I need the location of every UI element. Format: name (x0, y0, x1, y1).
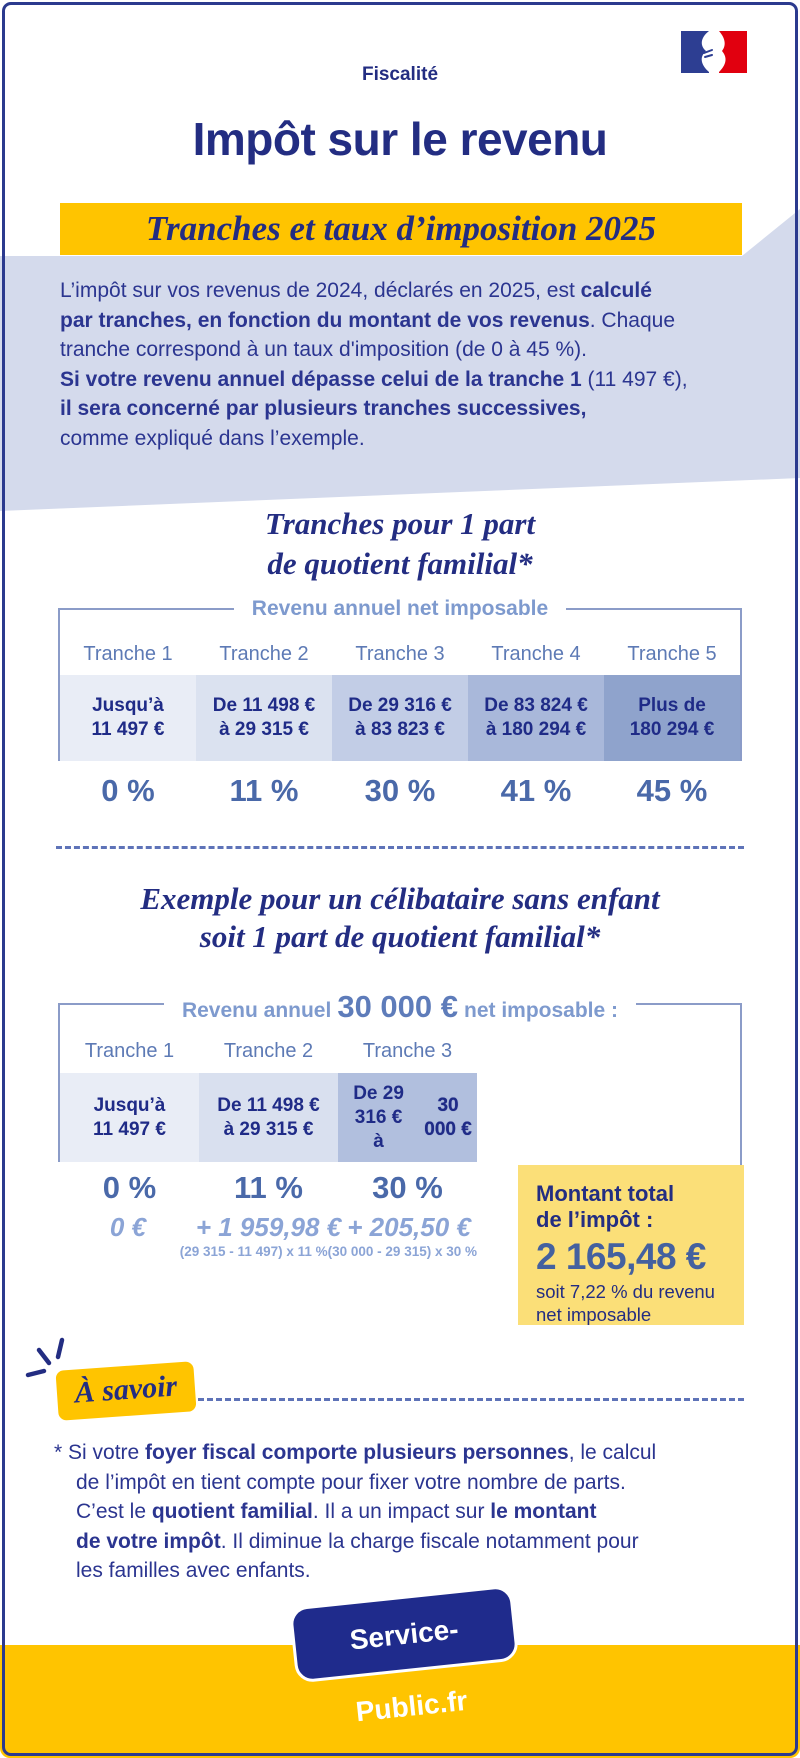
section2-heading-line1: Exemple pour un célibataire sans enfant (140, 881, 660, 916)
french-government-flag-icon (681, 31, 747, 73)
rate-value: 30 % (372, 1170, 443, 1205)
section1-heading-line1: Tranches pour 1 part (264, 506, 536, 541)
range-cell: De 83 824 € à 180 294 € (468, 675, 604, 761)
section2-heading-line2: soit 1 part de quotient familial* (199, 919, 601, 954)
range-cell: Jusqu’à 11 497 € (60, 675, 196, 761)
total-tax-box: Montant total de l’impôt : 2 165,48 € so… (518, 1165, 744, 1325)
amount-value: + 1 959,98 € (195, 1212, 342, 1242)
table2-tranche-labels: Tranche 1 Tranche 2 Tranche 3 (60, 1040, 477, 1063)
range-cell: Jusqu’à 11 497 € (60, 1073, 199, 1162)
rate-value: 0 % (101, 773, 155, 808)
range-cell: Plus de 180 294 € (604, 675, 740, 761)
rate-value: 41 % (500, 773, 572, 808)
tranche-label: Tranche 5 (627, 643, 717, 665)
subtitle-banner: Tranches et taux d’imposition 2025 (60, 203, 742, 255)
table2-amounts: 0 € + 1 959,98 € + 205,50 € (60, 1212, 477, 1243)
range-cell: De 11 498 € à 29 315 € (196, 675, 332, 761)
rate-value: 0 % (102, 1170, 157, 1205)
rate-value: 30 % (364, 773, 436, 808)
range-cell: De 29 316 € à 30 000 € (338, 1073, 477, 1162)
tranche-label: Tranche 1 (84, 1040, 175, 1062)
range-cell: De 11 498 € à 29 315 € (199, 1073, 338, 1162)
intro-paragraph: L’impôt sur vos revenus de 2024, déclaré… (60, 279, 688, 450)
callout-divider (198, 1398, 744, 1401)
total-tax-amount: 2 165,48 € (536, 1236, 706, 1277)
table1-range-cells: Jusqu’à 11 497 € De 11 498 € à 29 315 € … (60, 675, 740, 761)
a-savoir-badge: À savoir (55, 1361, 197, 1421)
section1-heading: Tranches pour 1 part de quotient familia… (0, 504, 800, 584)
category-label: Fiscalité (361, 64, 439, 85)
section-divider (56, 846, 744, 849)
formula (60, 1244, 180, 1259)
rate-value: 11 % (229, 773, 299, 808)
tranche-label: Tranche 1 (83, 643, 173, 665)
table2-header-amount: 30 000 € (337, 989, 458, 1024)
tax-brackets-table: Revenu annuel net imposable Tranche 1 Tr… (56, 595, 744, 830)
table2-header: Revenu annuel 30 000 € net imposable : (56, 990, 744, 1028)
table2-rates: 0 % 11 % 30 % (60, 1170, 477, 1206)
formula: (29 315 - 11 497) x 11 % (179, 1244, 328, 1259)
table1-header: Revenu annuel net imposable (56, 595, 744, 622)
rate-value: 11 % (234, 1170, 303, 1205)
example-calculation-table: Revenu annuel 30 000 € net imposable : Tra… (56, 990, 744, 1340)
sparkle-icon (24, 1336, 76, 1388)
table2-frame-left (58, 1003, 60, 1162)
table1-tranche-labels: Tranche 1 Tranche 2 Tranche 3 Tranche 4 … (60, 643, 740, 666)
section1-heading-line2: de quotient familial* (267, 546, 533, 581)
formula: (30 000 - 29 315) x 30 % (327, 1244, 477, 1259)
footnote-paragraph: * Si votre foyer fiscal comporte plusieu… (54, 1441, 657, 1582)
section2-heading: Exemple pour un célibataire sans enfant … (0, 880, 800, 956)
intro-background (0, 209, 800, 511)
table1-frame-right (740, 608, 742, 761)
amount-value: + 205,50 € (347, 1212, 471, 1242)
total-tax-note: soit 7,22 % du revenu net imposable (536, 1281, 715, 1325)
tranche-label: Tranche 2 (219, 643, 309, 665)
table2-header-prefix: Revenu annuel (181, 999, 332, 1022)
range-cell: De 29 316 € à 83 823 € (332, 675, 468, 761)
table2-range-cells: Jusqu’à 11 497 € De 11 498 € à 29 315 € … (60, 1073, 477, 1162)
table2-header-suffix: net imposable : (464, 999, 619, 1022)
table1-rates: 0 % 11 % 30 % 41 % 45 % (60, 773, 740, 809)
tranche-label: Tranche 3 (362, 1040, 453, 1062)
page-title: Impôt sur le revenu (192, 113, 608, 165)
table2-frame-right (740, 1003, 742, 1325)
amount-value: 0 € (109, 1212, 146, 1242)
tranche-label: Tranche 2 (223, 1040, 314, 1062)
table1-frame-left (58, 608, 60, 761)
rate-value: 45 % (636, 773, 708, 808)
tranche-label: Tranche 3 (355, 643, 445, 665)
total-tax-title: Montant total de l’impôt : (536, 1181, 675, 1232)
table2-formulas: (29 315 - 11 497) x 11 % (30 000 - 29 31… (60, 1244, 477, 1259)
tranche-label: Tranche 4 (491, 643, 581, 665)
